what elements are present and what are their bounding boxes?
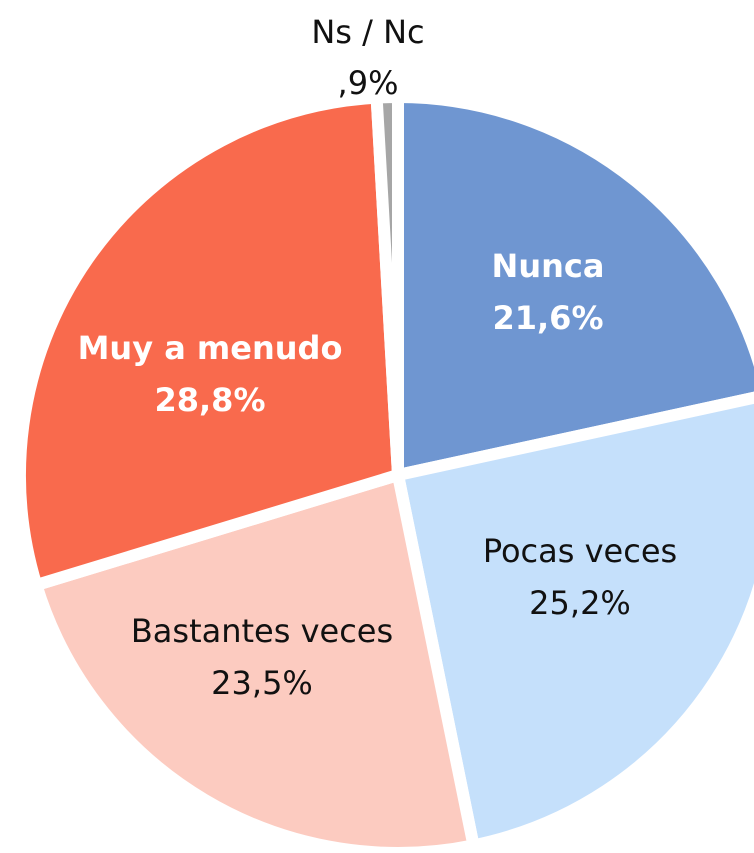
pie-slice [14,91,405,593]
slice-label: Pocas veces [483,532,677,570]
slice-label: Bastantes veces [131,612,393,650]
pie-slice [392,90,754,483]
slice-value-label: 28,8% [154,381,265,419]
slice-value-label: ,9% [338,64,399,102]
pie-slice [370,90,404,476]
pie-slice [390,391,754,853]
slice-label: Ns / Nc [311,13,424,51]
slice-value-label: 21,6% [492,299,603,337]
slice-label: Muy a menudo [78,329,343,367]
slice-label: Nunca [492,247,605,285]
slice-value-label: 25,2% [529,584,631,622]
slice-value-label: 23,5% [211,664,313,702]
